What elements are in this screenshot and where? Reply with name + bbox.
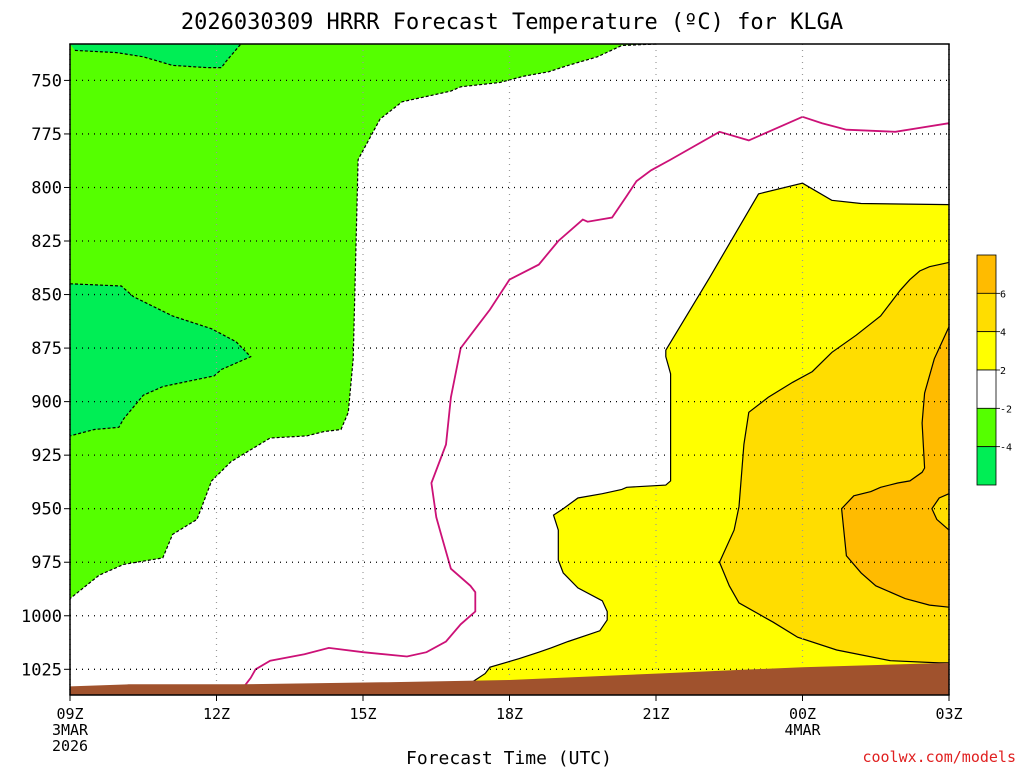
colorbar-swatch-0 [976, 254, 997, 294]
colorbar-tick-label-2: 2 [1000, 366, 1006, 377]
colorbar-tick-label-1: -2 [1000, 404, 1012, 415]
y-tick-label-9: 975 [31, 553, 62, 573]
contour-line-0 [69, 43, 657, 600]
y-tick-label-7: 925 [31, 446, 62, 466]
contour-line-2 [69, 283, 252, 437]
colorbar-tick-label-4: 6 [1000, 289, 1006, 300]
x-date-label-0-0: 3MAR [52, 721, 89, 739]
x-axis-label: Forecast Time (UTC) [406, 748, 612, 768]
y-tick-label-8: 950 [31, 500, 62, 520]
y-axis: 750 775 800 825 850 875 900 925 950 975 1000 1025 [21, 71, 70, 680]
y-tick-label-2: 800 [31, 178, 62, 198]
terrain-layer [70, 662, 949, 695]
y-tick-label-0: 750 [31, 71, 62, 91]
x-tick-label-3: 18Z [496, 705, 523, 723]
chart-title: 2026030309 HRRR Forecast Temperature (ºC… [181, 10, 843, 35]
y-tick-label-10: 1000 [21, 607, 62, 627]
x-tick-label-6: 03Z [935, 705, 962, 723]
contour-line-7 [931, 493, 950, 531]
colorbar: -4 -2 2 4 6 [976, 254, 1012, 486]
contour-line-5 [718, 261, 950, 664]
y-tick-label-1: 775 [31, 125, 62, 145]
y-tick-label-3: 825 [31, 232, 62, 252]
x-tick-label-5: 00Z [789, 705, 816, 723]
x-date-label-0-1: 2026 [52, 737, 88, 755]
contour-region-2 [70, 283, 251, 436]
watermark-text: coolwx.com/models [862, 748, 1016, 766]
x-tick-label-2: 15Z [349, 705, 376, 723]
y-tick-label-6: 900 [31, 393, 62, 413]
x-tick-label-0: 09Z [56, 705, 83, 723]
x-tick-label-1: 12Z [203, 705, 230, 723]
terrain-fill [70, 662, 949, 695]
x-date-label-1-0: 4MAR [784, 721, 821, 739]
zero-isotherm-line [240, 115, 950, 692]
colorbar-swatch-2 [976, 331, 997, 371]
contour-lines [69, 43, 950, 692]
y-tick-label-4: 850 [31, 286, 62, 306]
y-tick-label-11: 1025 [21, 660, 62, 680]
colorbar-swatch-3 [976, 369, 997, 409]
contour-line-4 [469, 182, 950, 692]
contour-region-3 [70, 44, 241, 68]
colorbar-swatch-1 [976, 292, 997, 333]
colorbar-tick-label-3: 4 [1000, 328, 1006, 339]
y-tick-label-5: 875 [31, 339, 62, 359]
colorbar-swatch-5 [976, 446, 997, 486]
colorbar-swatch-4 [976, 407, 997, 448]
contour-region-6 [841, 326, 949, 608]
contour-line-6 [840, 326, 950, 608]
colorbar-tick-label-0: -4 [1000, 443, 1012, 454]
x-tick-label-4: 21Z [642, 705, 669, 723]
contour-line-3 [74, 43, 242, 69]
